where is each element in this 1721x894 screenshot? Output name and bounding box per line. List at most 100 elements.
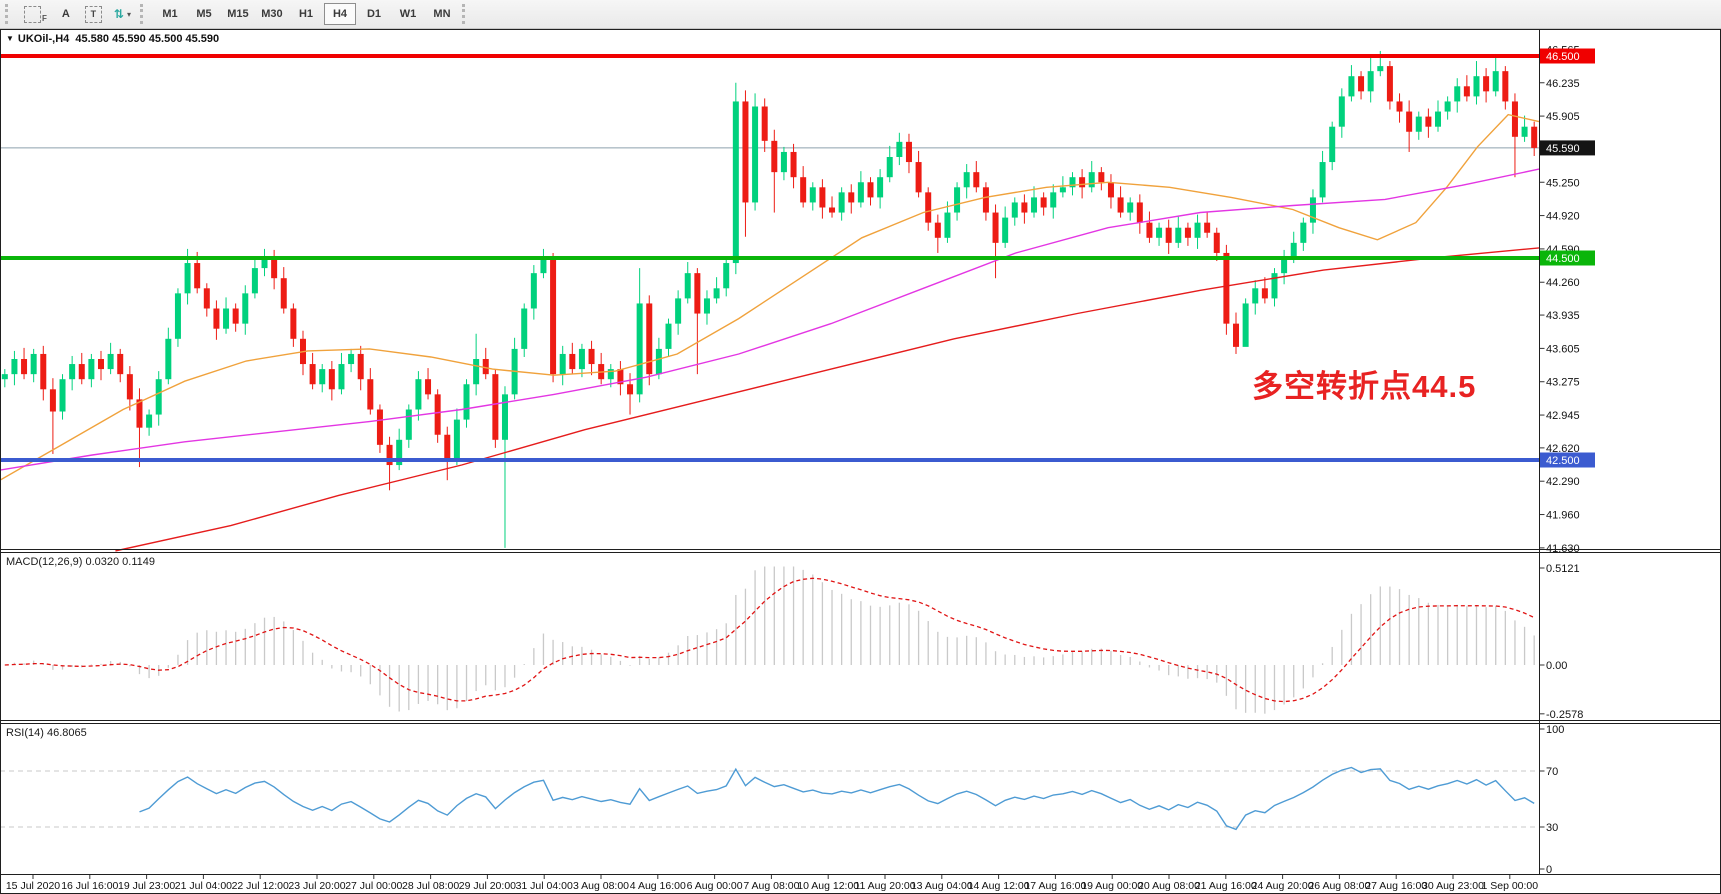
candle-body — [1233, 323, 1240, 347]
time-axis-label[interactable]: 21 Aug 16:00 — [1195, 880, 1257, 892]
rsi-axis-label: 100 — [1546, 724, 1564, 736]
time-axis-label[interactable]: 13 Aug 04:00 — [911, 880, 973, 892]
macd-axis-label: -0.2578 — [1546, 709, 1583, 721]
candle-body — [742, 101, 749, 203]
candle-body — [40, 353, 47, 390]
candle-body — [1117, 197, 1124, 213]
candlestick-chart[interactable]: 46.56546.23545.90545.25044.92044.59044.2… — [0, 29, 1721, 894]
candle-body — [1213, 232, 1220, 253]
text-annotation-button[interactable]: A — [54, 3, 78, 25]
candle-body — [319, 369, 326, 385]
time-axis-label[interactable]: 21 Jul 04:00 — [175, 880, 232, 892]
chart-symbol-title: ▼ UKOil-,H4 45.580 45.590 45.500 45.590 — [6, 33, 219, 45]
candle-body — [761, 106, 768, 141]
timeframe-button-M5[interactable]: M5 — [196, 8, 212, 20]
timeframe-button-D1[interactable]: D1 — [366, 8, 381, 20]
time-axis-label[interactable]: 15 Jul 2020 — [6, 880, 60, 892]
candle-body — [1184, 227, 1191, 238]
candle-body — [1338, 96, 1345, 127]
candle-body — [386, 444, 393, 466]
timeframe-button-H1[interactable]: H1 — [298, 8, 313, 20]
time-axis-label[interactable]: 11 Aug 20:00 — [854, 880, 915, 892]
ohlc-values: 45.580 45.590 45.500 45.590 — [75, 33, 220, 45]
candle-body — [165, 338, 172, 380]
candle-body — [1454, 86, 1461, 102]
time-axis-label[interactable]: 29 Jul 20:00 — [459, 880, 516, 892]
timeframe-button-H4[interactable]: H4 — [323, 3, 356, 25]
time-axis-label[interactable]: 30 Aug 23:00 — [1422, 880, 1484, 892]
time-axis-label[interactable]: 1 Sep 00:00 — [1481, 880, 1538, 892]
price-axis-label: 42.620 — [1546, 443, 1580, 455]
text-a-icon: A — [61, 8, 70, 20]
time-axis-label[interactable]: 22 Jul 12:00 — [232, 880, 289, 892]
candle-body — [559, 353, 566, 375]
macd-axis-label: 0.5121 — [1546, 563, 1580, 575]
price-axis-badge-label: 46.500 — [1546, 51, 1580, 63]
time-axis-label[interactable]: 4 Aug 16:00 — [630, 880, 686, 892]
time-axis-label[interactable]: 20 Aug 08:00 — [1138, 880, 1200, 892]
time-axis-label[interactable]: 19 Aug 00:00 — [1081, 880, 1143, 892]
candle-body — [1531, 126, 1538, 148]
time-axis-label[interactable]: 17 Aug 16:00 — [1024, 880, 1086, 892]
time-axis-label[interactable]: 31 Jul 04:00 — [516, 880, 573, 892]
candle-body — [857, 182, 864, 203]
candle-body — [21, 359, 28, 375]
rsi-line — [139, 766, 1535, 831]
time-axis-label[interactable]: 26 Aug 08:00 — [1308, 880, 1370, 892]
candle-body — [290, 308, 297, 339]
text-box-button[interactable]: T — [80, 3, 107, 25]
candle-body — [655, 348, 662, 375]
candle-body — [1386, 66, 1393, 102]
candle-body — [78, 364, 85, 380]
candle-body — [501, 394, 508, 440]
candle-body — [1127, 202, 1134, 213]
time-axis-label[interactable]: 10 Aug 12:00 — [797, 880, 859, 892]
candle-body — [1011, 202, 1018, 218]
candle-body — [1021, 202, 1028, 213]
time-axis-label[interactable]: 28 Jul 08:00 — [402, 880, 459, 892]
candle-body — [463, 384, 470, 420]
candle-body — [1165, 227, 1172, 243]
candle-body — [1175, 227, 1182, 243]
candle-body — [1309, 197, 1316, 223]
timeframe-button-M30[interactable]: M30 — [261, 8, 283, 20]
candle-body — [809, 187, 816, 203]
time-axis-label[interactable]: 7 Aug 08:00 — [743, 880, 799, 892]
timeframe-button-MN[interactable]: MN — [433, 8, 451, 20]
time-axis-label[interactable]: 6 Aug 00:00 — [687, 880, 743, 892]
cursor-style-button[interactable]: ⇅ ▾ — [109, 3, 136, 25]
candle-body — [444, 434, 451, 460]
timeframe-button-M15[interactable]: M15 — [227, 8, 249, 20]
candle-body — [896, 141, 903, 157]
candle-body — [155, 379, 162, 415]
time-axis-label[interactable]: 3 Aug 08:00 — [573, 880, 629, 892]
time-axis-label[interactable]: 14 Aug 12:00 — [968, 880, 1030, 892]
timeframe-button-M1[interactable]: M1 — [162, 8, 178, 20]
toolbar-grip[interactable] — [461, 4, 472, 24]
time-axis-label[interactable]: 24 Aug 20:00 — [1252, 880, 1314, 892]
candle-body — [694, 273, 701, 314]
price-axis-label: 42.290 — [1546, 476, 1580, 488]
time-axis-label[interactable]: 19 Jul 23:00 — [118, 880, 175, 892]
time-axis-label[interactable]: 23 Jul 20:00 — [288, 880, 345, 892]
candle-body — [49, 389, 56, 412]
candle-body — [752, 106, 759, 203]
candle-body — [1261, 288, 1268, 299]
time-axis-label[interactable]: 27 Aug 16:00 — [1365, 880, 1427, 892]
auto-mode-button[interactable]: F — [19, 3, 52, 25]
candle-body — [223, 308, 230, 329]
symbol-dropdown-arrow-icon[interactable]: ▼ — [6, 34, 14, 43]
candle-body — [954, 187, 961, 213]
time-axis-label[interactable]: 16 Jul 16:00 — [61, 880, 118, 892]
toolbar-grip[interactable] — [5, 4, 15, 24]
candle-body — [338, 364, 345, 390]
candle-body — [425, 379, 432, 395]
chart-text-annotation[interactable]: 多空转折点44.5 — [1252, 369, 1477, 404]
timeframe-button-W1[interactable]: W1 — [399, 8, 417, 20]
candle-body — [838, 192, 845, 213]
timeframe-button-group: M1 M5 M15 M30 H1 H4 D1 W1 MN — [153, 3, 459, 25]
toolbar-grip[interactable] — [139, 4, 150, 24]
candle-body — [1300, 222, 1307, 243]
candle-body — [1329, 126, 1336, 163]
time-axis-label[interactable]: 27 Jul 00:00 — [345, 880, 402, 892]
